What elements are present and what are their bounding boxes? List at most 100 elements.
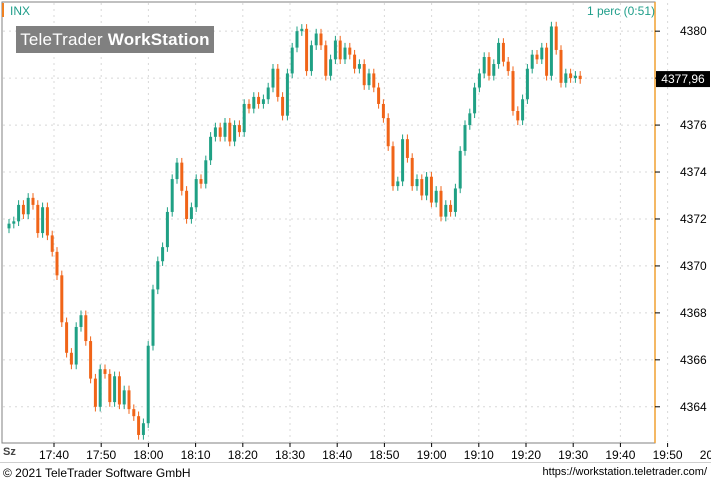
candlestick-series <box>7 21 582 440</box>
candle-body <box>12 221 16 224</box>
candle-body <box>108 373 112 403</box>
candle-body <box>482 56 486 74</box>
candle-body <box>146 345 150 424</box>
candle-body <box>333 40 337 60</box>
candle-body <box>295 31 299 48</box>
candle-body <box>357 64 361 69</box>
x-tick-label: 19:20 <box>511 448 541 462</box>
candle-body <box>113 376 117 403</box>
candle-body <box>247 103 251 109</box>
candle-body <box>180 162 184 191</box>
price-chart[interactable]: 436443664368437043724374437643784380 17:… <box>0 0 711 462</box>
watermark-logo: TeleTrader WorkStation <box>16 26 214 53</box>
candle-body <box>377 87 381 104</box>
candle-body <box>444 204 448 217</box>
candle-body <box>45 207 49 236</box>
last-price-label: 4377,96 <box>661 72 705 86</box>
footer-url[interactable]: https://workstation.teletrader.com/ <box>542 466 707 478</box>
candle-body <box>213 127 217 137</box>
candle-body <box>497 42 501 65</box>
candle-body <box>79 315 83 327</box>
candle-body <box>573 75 577 79</box>
candle-body <box>348 47 352 55</box>
candle-body <box>36 204 40 234</box>
x-axis: 17:40 17:50 18:00 18:10 18:20 18:30 18:40 18:50… <box>39 443 711 462</box>
candle-body <box>161 247 165 262</box>
candle-body <box>559 49 563 83</box>
y-tick-label: 4374 <box>680 165 707 179</box>
y-tick-label: 4370 <box>680 259 707 273</box>
candle-body <box>271 68 275 88</box>
candle-body <box>93 378 97 407</box>
candle-body <box>343 47 347 60</box>
candle-body <box>55 251 59 276</box>
candle-body <box>252 96 256 109</box>
candle-body <box>223 122 227 137</box>
candle-body <box>535 54 539 60</box>
copyright-text: © 2021 TeleTrader Software GmbH <box>3 466 191 480</box>
candle-body <box>449 204 453 212</box>
candle-body <box>276 68 280 97</box>
x-tick-label: 18:00 <box>133 448 163 462</box>
y-tick-label: 4372 <box>680 212 707 226</box>
candle-body <box>74 326 78 365</box>
x-tick-label: 19:10 <box>464 448 494 462</box>
candle-body <box>453 188 457 212</box>
candle-body <box>17 204 21 222</box>
candle-body <box>569 73 573 79</box>
x-tick-label: 19:40 <box>605 448 635 462</box>
candle-body <box>463 125 467 151</box>
y-tick-label: 4366 <box>680 353 707 367</box>
candle-body <box>218 127 222 137</box>
candle-body <box>281 96 285 116</box>
candle-body <box>156 261 160 290</box>
candle-body <box>492 64 496 76</box>
interval-label[interactable]: 1 perc (0:51) <box>586 4 655 18</box>
candle-body <box>41 207 45 234</box>
candle-body <box>290 47 294 74</box>
candle-body <box>511 71 515 111</box>
candle-body <box>415 179 419 187</box>
candle-body <box>506 61 510 72</box>
candle-body <box>410 157 414 187</box>
candle-body <box>69 352 73 365</box>
y-tick-label: 4368 <box>680 306 707 320</box>
candle-body <box>564 73 568 83</box>
candle-body <box>578 75 582 80</box>
candle-body <box>324 45 328 76</box>
candle-body <box>300 28 304 32</box>
candle-body <box>477 73 481 88</box>
candle-body <box>353 54 357 69</box>
x-tick-label: 18:10 <box>181 448 211 462</box>
candle-body <box>141 423 145 435</box>
candle-body <box>401 139 405 182</box>
candle-body <box>189 207 193 219</box>
candle-body <box>362 64 366 86</box>
candle-body <box>429 176 433 203</box>
candle-body <box>7 223 11 229</box>
candle-body <box>261 99 265 104</box>
candle-body <box>170 179 174 212</box>
candle-body <box>127 390 131 410</box>
candle-body <box>549 26 553 76</box>
candle-body <box>367 73 371 86</box>
footer: © 2021 TeleTrader Software GmbH https://… <box>0 462 711 482</box>
x-tick-label: 18:50 <box>369 448 399 462</box>
candle-body <box>405 139 409 158</box>
candle-body <box>228 122 232 142</box>
x-tick-label: 19:00 <box>417 448 447 462</box>
candle-body <box>314 33 318 46</box>
candle-body <box>137 416 141 435</box>
candle-body <box>473 87 477 114</box>
candle-body <box>31 197 35 205</box>
candle-body <box>309 45 313 72</box>
symbol-label[interactable]: INX <box>10 4 31 18</box>
candle-body <box>386 118 390 147</box>
candle-body <box>209 136 213 161</box>
y-tick-label: 4364 <box>680 400 707 414</box>
x-tick-label: 19:30 <box>558 448 588 462</box>
candle-body <box>434 190 438 203</box>
candle-body <box>501 42 505 62</box>
candle-body <box>60 275 64 323</box>
x-tick-label: 17:50 <box>86 448 116 462</box>
